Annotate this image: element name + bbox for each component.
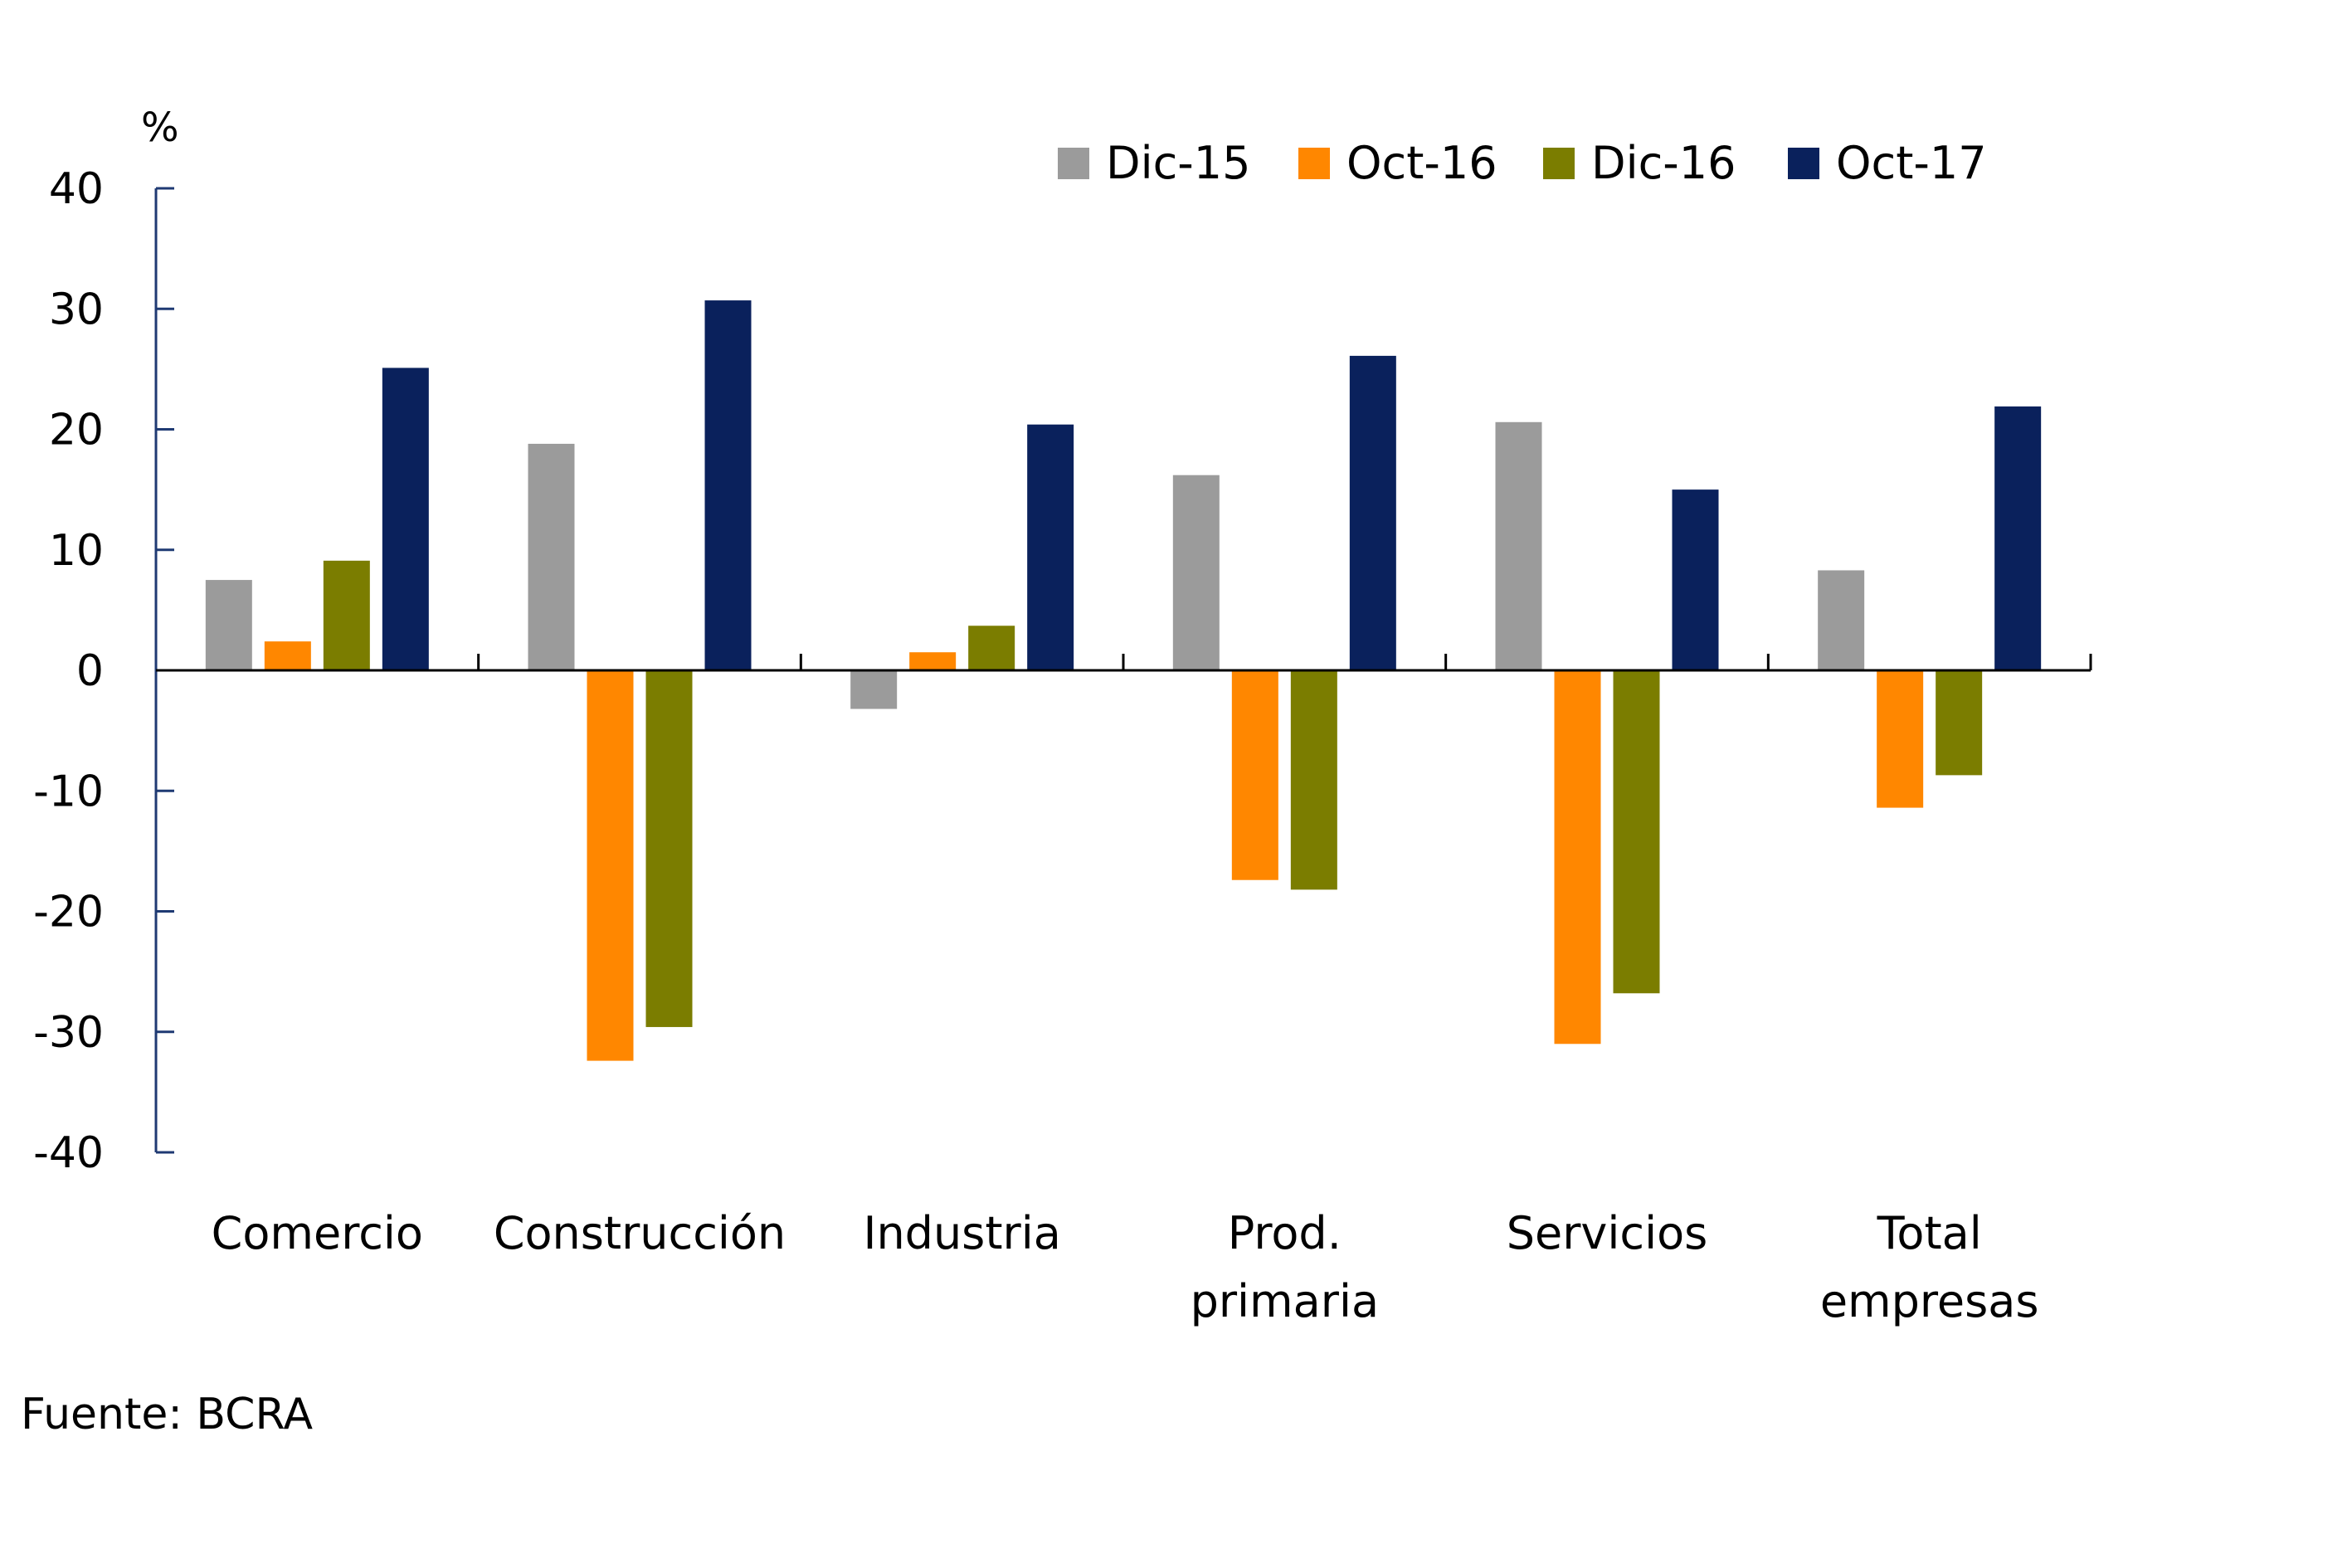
y-tick-label: -20 xyxy=(33,888,104,937)
bar-oct-16-4 xyxy=(1554,670,1601,1045)
legend-item-oct-16: Oct-16 xyxy=(1298,137,1497,189)
category-label: primaria xyxy=(1191,1275,1379,1327)
legend-item-dic-15: Dic-15 xyxy=(1058,137,1250,189)
y-tick-label: -10 xyxy=(33,767,104,816)
x-axis: Comercio Construcción Industria Prod. primar… xyxy=(156,654,2092,1327)
bar-dic-16-2 xyxy=(968,626,1015,670)
legend-swatch xyxy=(1298,148,1330,179)
category-label: Prod. xyxy=(1228,1207,1342,1259)
category-label: Construcción xyxy=(494,1207,786,1259)
y-tick-label: 20 xyxy=(49,406,104,455)
bar-oct-17-0 xyxy=(382,368,429,670)
y-axis: 40 30 20 10 0 -10 -20 -30 -40 xyxy=(33,164,174,1178)
y-tick-label: 40 xyxy=(49,164,104,214)
bar-oct-16-0 xyxy=(264,641,311,670)
y-tick-label: 10 xyxy=(49,526,104,576)
bar-dic-15-0 xyxy=(205,580,252,670)
bar-dic-16-3 xyxy=(1290,670,1337,890)
bar-oct-16-5 xyxy=(1877,670,1924,808)
legend-swatch xyxy=(1788,148,1819,179)
legend-label: Dic-16 xyxy=(1591,137,1736,189)
legend-label: Dic-15 xyxy=(1106,137,1250,189)
legend-item-dic-16: Dic-16 xyxy=(1543,137,1736,189)
legend: Dic-15 Oct-16 Dic-16 Oct-17 xyxy=(1058,137,1987,189)
category-label: Industria xyxy=(864,1207,1061,1259)
legend-label: Oct-17 xyxy=(1836,137,1987,189)
y-tick-label: -40 xyxy=(33,1128,104,1178)
bar-oct-16-3 xyxy=(1231,670,1278,880)
y-tick-label: 0 xyxy=(76,646,104,696)
y-tick-label: 30 xyxy=(49,285,104,334)
bar-dic-16-0 xyxy=(323,560,370,670)
legend-swatch xyxy=(1058,148,1089,179)
legend-item-oct-17: Oct-17 xyxy=(1788,137,1987,189)
bar-dic-15-1 xyxy=(528,443,575,670)
bar-oct-17-4 xyxy=(1672,489,1719,670)
bar-dic-15-3 xyxy=(1172,475,1220,670)
bar-oct-16-1 xyxy=(587,670,634,1061)
y-tick-label: -30 xyxy=(33,1008,104,1058)
legend-label: Oct-16 xyxy=(1346,137,1497,189)
category-label: Servicios xyxy=(1507,1207,1708,1259)
category-label: Comercio xyxy=(212,1207,423,1259)
bar-dic-16-4 xyxy=(1613,670,1660,994)
bar-oct-17-2 xyxy=(1027,424,1074,670)
bars xyxy=(205,300,2042,1061)
bar-dic-15-2 xyxy=(850,670,898,709)
bar-dic-15-5 xyxy=(1818,570,1865,670)
category-label: Total xyxy=(1877,1207,1982,1259)
legend-swatch xyxy=(1543,148,1575,179)
source-note: Fuente: BCRA xyxy=(21,1390,313,1439)
bar-dic-16-1 xyxy=(645,670,693,1027)
bar-oct-16-2 xyxy=(909,652,957,670)
bar-oct-17-5 xyxy=(1994,406,2042,670)
y-axis-unit-label: % xyxy=(141,105,179,151)
bar-oct-17-3 xyxy=(1349,355,1396,670)
bar-dic-16-5 xyxy=(1936,670,1983,776)
bar-oct-17-1 xyxy=(704,300,752,670)
category-label: empresas xyxy=(1820,1275,2039,1327)
bar-dic-15-4 xyxy=(1495,421,1542,670)
